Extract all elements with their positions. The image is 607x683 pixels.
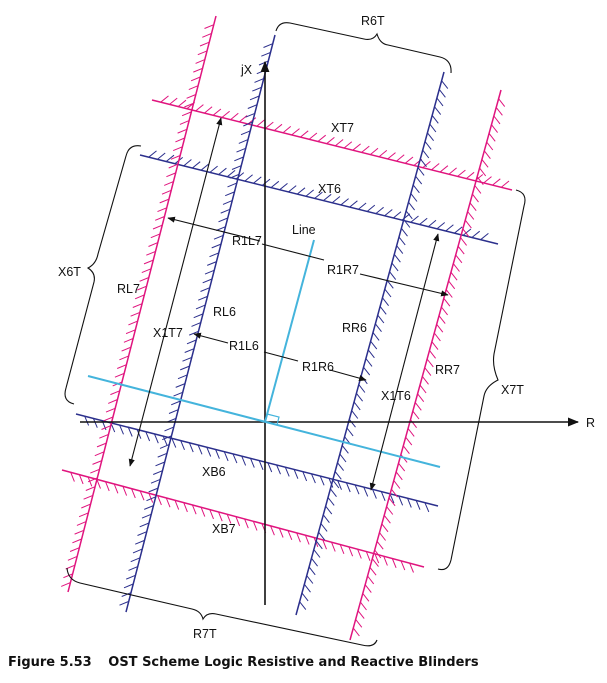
r7t-brace	[66, 567, 378, 647]
xt7-blinder	[151, 95, 513, 191]
xt6-label: XT6	[318, 182, 341, 196]
figure-title: OST Scheme Logic Resistive and Reactive …	[108, 655, 479, 670]
xt7-label: XT7	[331, 121, 354, 135]
r1l7-arrow	[167, 216, 261, 242]
xt6-blinder	[139, 150, 499, 245]
r1r7-arrow	[359, 273, 449, 297]
rr7-label: RR7	[435, 363, 460, 377]
x1t7-arrow	[128, 117, 223, 467]
blinder-diagram: R jX Line XT7 XT6 XB6 XB7 RL7 RL6 RR6 RR…	[58, 14, 595, 647]
x1t6-label: X1T6	[381, 389, 411, 403]
line-label: Line	[292, 223, 316, 237]
xb7-blinder	[61, 469, 425, 573]
r1l6-label: R1L6	[229, 339, 259, 353]
rl6-label: RL6	[213, 305, 236, 319]
x6t-label: X6T	[58, 265, 81, 279]
r1r7-label: R1R7	[327, 263, 359, 277]
line-impedance	[264, 239, 315, 423]
x7t-brace	[437, 189, 526, 571]
figure-caption: Figure 5.53 OST Scheme Logic Resistive a…	[8, 655, 479, 670]
x1t6-arrow	[369, 233, 440, 491]
r6t-brace	[275, 22, 452, 74]
rr7-blinder	[349, 89, 506, 641]
blinders-group	[61, 15, 513, 641]
right-angle-mark	[266, 413, 280, 426]
jx-axis-label: jX	[240, 63, 253, 77]
xb7-label: XB7	[212, 522, 236, 536]
r1r6-arrow	[329, 369, 367, 382]
r1r6-label: R1R6	[302, 360, 334, 374]
rr6-label: RR6	[342, 321, 367, 335]
figure-number: Figure 5.53	[8, 655, 92, 670]
xb6-label: XB6	[202, 465, 226, 479]
r6t-label: R6T	[361, 14, 385, 28]
r1l7-label: R1L7	[232, 234, 262, 248]
r-axis-label: R	[586, 416, 595, 430]
r1l6-arrow	[193, 332, 229, 344]
x7t-label: X7T	[501, 383, 524, 397]
x1t7-label: X1T7	[153, 326, 183, 340]
rl7-label: RL7	[117, 282, 140, 296]
r7t-label: R7T	[193, 627, 217, 641]
x6t-brace	[64, 145, 142, 405]
r1l7-leader	[261, 243, 325, 261]
r1r6-leader	[263, 351, 299, 362]
